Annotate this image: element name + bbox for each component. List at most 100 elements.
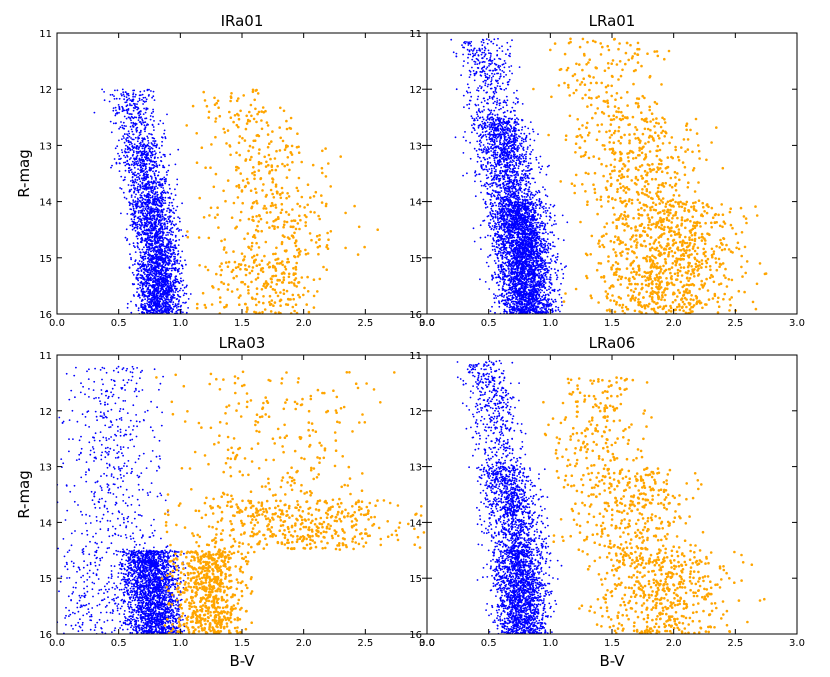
data-point: [113, 123, 115, 125]
data-point: [252, 146, 255, 149]
data-point: [140, 164, 142, 166]
data-point: [125, 148, 127, 150]
data-point: [260, 267, 263, 270]
data-point: [136, 176, 138, 178]
data-point: [274, 204, 277, 207]
data-point: [151, 297, 153, 299]
data-point: [477, 87, 479, 89]
data-point: [271, 181, 274, 184]
data-point: [205, 306, 208, 309]
data-point: [232, 250, 235, 253]
data-point: [156, 258, 158, 260]
data-point: [136, 187, 138, 189]
data-point: [167, 192, 169, 194]
data-point: [511, 39, 513, 41]
data-point: [177, 294, 179, 296]
data-point: [142, 141, 144, 143]
data-point: [494, 159, 496, 161]
data-point: [238, 118, 241, 121]
data-point: [155, 161, 157, 163]
data-point: [492, 140, 494, 142]
data-point: [248, 265, 251, 268]
data-point: [285, 120, 288, 123]
data-point: [160, 271, 162, 273]
data-point: [132, 206, 134, 208]
data-point: [215, 273, 218, 276]
data-point: [157, 254, 159, 256]
data-point: [121, 106, 123, 108]
data-point: [500, 147, 502, 149]
data-point: [228, 144, 231, 147]
data-point: [117, 89, 119, 91]
data-point: [286, 221, 289, 224]
data-point: [114, 98, 116, 100]
data-point: [160, 178, 162, 180]
data-point: [170, 291, 172, 293]
data-point: [501, 190, 503, 192]
data-point: [134, 260, 136, 262]
data-point: [166, 232, 168, 234]
data-point: [209, 166, 212, 169]
data-point: [235, 266, 238, 269]
data-point: [474, 63, 476, 65]
data-point: [146, 98, 148, 100]
data-point: [170, 295, 172, 297]
data-point: [266, 221, 269, 224]
data-point: [504, 67, 506, 69]
data-point: [468, 87, 470, 89]
data-point: [292, 226, 295, 229]
data-point: [167, 258, 169, 260]
data-point: [142, 180, 144, 182]
data-point: [490, 55, 492, 57]
data-point: [159, 233, 161, 235]
data-point: [169, 293, 171, 295]
data-point: [131, 164, 133, 166]
data-point: [198, 236, 201, 239]
data-point: [286, 261, 289, 264]
data-point: [153, 228, 155, 230]
data-point: [256, 293, 259, 296]
data-point: [122, 91, 124, 93]
data-point: [138, 206, 140, 208]
data-point: [129, 99, 131, 101]
data-point: [143, 178, 145, 180]
data-point: [279, 149, 282, 152]
data-point: [270, 277, 273, 280]
data-point: [156, 195, 158, 197]
data-point: [152, 275, 154, 277]
data-point: [128, 98, 130, 100]
data-point: [154, 281, 156, 283]
data-point: [495, 169, 497, 171]
data-point: [487, 86, 489, 88]
data-point: [151, 192, 153, 194]
data-point: [211, 285, 214, 288]
data-point: [506, 198, 508, 200]
data-point: [150, 157, 152, 159]
data-point: [546, 174, 548, 176]
data-point: [144, 118, 146, 120]
data-point: [483, 42, 485, 44]
data-point: [152, 236, 154, 238]
data-point: [139, 189, 141, 191]
data-point: [155, 165, 157, 167]
data-point: [147, 288, 149, 290]
data-point: [507, 49, 509, 51]
data-point: [484, 169, 486, 171]
data-point: [485, 124, 487, 126]
data-point: [121, 188, 123, 190]
data-point: [149, 261, 151, 263]
data-point: [149, 186, 151, 188]
data-point: [261, 128, 264, 131]
data-point: [155, 311, 157, 313]
data-point: [474, 148, 476, 150]
data-point: [472, 53, 474, 55]
data-point: [126, 239, 128, 241]
data-point: [504, 164, 506, 166]
data-point: [231, 290, 234, 293]
data-point: [116, 145, 118, 147]
data-point: [247, 285, 250, 288]
data-point: [481, 48, 483, 50]
data-point: [537, 133, 539, 135]
data-point: [163, 290, 165, 292]
data-point: [267, 124, 270, 127]
